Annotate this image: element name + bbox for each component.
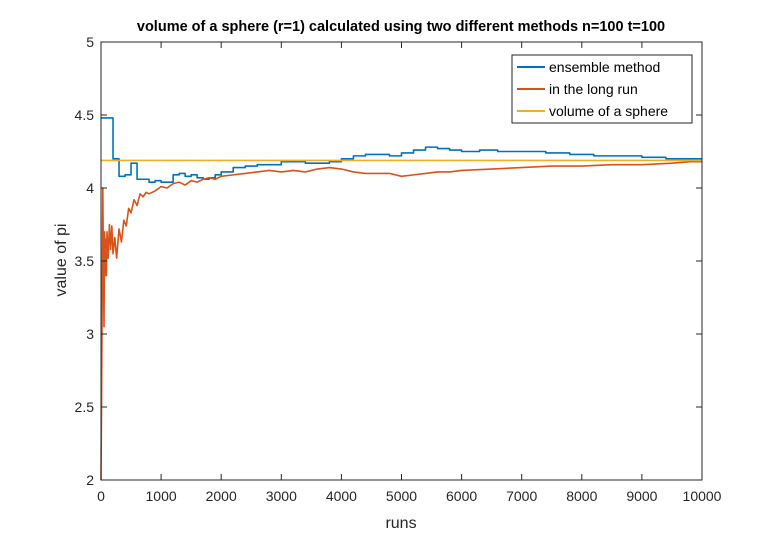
y-tick-label: 3.5 [75,253,95,269]
x-tick-label: 2000 [206,488,237,504]
x-tick-label: 9000 [626,488,657,504]
y-tick-label: 5 [86,34,94,50]
x-tick-label: 3000 [266,488,297,504]
legend-label-2: in the long run [549,81,638,97]
x-tick-label: 0 [97,488,105,504]
x-tick-label: 5000 [386,488,417,504]
legend: ensemble method in the long run volume of … [511,54,693,124]
y-axis-label: value of pi [53,224,70,297]
y-tick-label: 2.5 [75,399,95,415]
legend-label-1: ensemble method [549,59,660,75]
x-tick-label: 6000 [446,488,477,504]
series-layer [100,117,702,481]
legend-label-3: volume of a sphere [549,103,668,119]
y-tick-label: 2 [86,472,94,488]
x-tick-label: 10000 [683,488,722,504]
chart-title: volume of a sphere (r=1) calculated usin… [137,19,665,35]
series-line-2 [100,160,702,481]
series-line-1 [101,117,702,183]
y-tick-label: 4 [86,180,94,196]
x-tick-label: 7000 [506,488,537,504]
x-axis-label: runs [385,515,416,532]
x-tick-label: 4000 [326,488,357,504]
y-tick-label: 3 [86,326,94,342]
axes-layer: 0 1000 2000 3000 4000 5000 6000 7000 8000 9000 100… [75,34,722,504]
x-tick-label: 8000 [566,488,597,504]
x-tick-label: 1000 [146,488,177,504]
y-tick-label: 4.5 [75,107,95,123]
